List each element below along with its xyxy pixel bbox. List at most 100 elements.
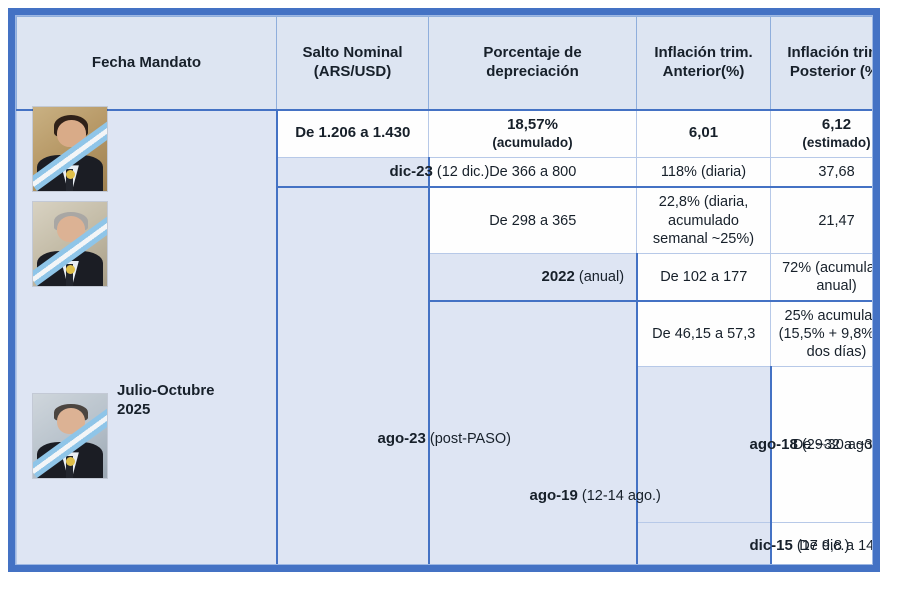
- table-outer-frame: Fecha Mandato Salto Nominal (ARS/USD) Po…: [8, 8, 880, 572]
- porcentaje-depreciacion-cell-value: 118% (diaria): [660, 163, 747, 180]
- portrait-tie: [66, 264, 73, 286]
- fecha-secondary: (post-PASO): [425, 431, 511, 448]
- inflacion-anterior-cell-value: 37,68: [818, 163, 855, 180]
- portrait-sun: [65, 169, 75, 179]
- fecha-label: ago-23 (post-PASO): [278, 430, 518, 449]
- fecha-secondary: (anual): [574, 268, 625, 285]
- column-header-inflacion-posterior: Inflación trim. Posterior (%): [770, 16, 872, 111]
- header-row: Fecha Mandato Salto Nominal (ARS/USD) Po…: [16, 16, 872, 111]
- person-row-wrap: ago-23 (post-PASO): [278, 188, 512, 564]
- table-row: Julio-Octubre 2025 De 1.206 a 1.430 18,57%(…: [16, 108, 872, 564]
- porcentaje-depreciacion-cell-value: 72% (acumulado anual): [782, 259, 872, 294]
- porcentaje-depreciacion-cell-note: (acumulado): [492, 134, 573, 150]
- fecha-mandato-cell: dic-23 (12 dic.): [276, 156, 490, 189]
- fecha-mandato-cell: ago-23 (post-PASO): [276, 186, 512, 564]
- fecha-label: 2022 (anual): [442, 268, 629, 287]
- salto-nominal-cell-value: De 1.206 a 1.430: [295, 124, 411, 142]
- fecha-primary: ago-23: [377, 430, 426, 448]
- fecha-line: dic-23 (12 dic.): [389, 162, 490, 180]
- fecha-label: Julio-Octubre 2025: [17, 382, 276, 420]
- portrait-sun: [65, 456, 75, 466]
- fecha-label: ago-18 (29-30 ago.): [650, 436, 873, 455]
- person-photo-slot: [30, 301, 110, 564]
- header-line-1: Salto Nominal: [302, 44, 403, 62]
- fecha-primary: ago-18: [749, 435, 798, 453]
- inflacion-anterior-cell: 6,01: [636, 108, 771, 158]
- table-row: dic-15 (17 dic.)De 9,8 a 1440,4% (diaria…: [17, 522, 873, 564]
- salto-nominal-cell: De ~32 a ~38: [770, 366, 872, 524]
- salto-nominal-cell-value: De 298 a 365: [489, 212, 577, 229]
- fecha-label: ago-19 (12-14 ago.): [430, 487, 667, 506]
- table-inner-frame: Fecha Mandato Salto Nominal (ARS/USD) Po…: [15, 15, 873, 565]
- inflacion-anterior-cell: 21,47: [770, 186, 872, 254]
- portrait-sun: [65, 265, 75, 274]
- porcentaje-depreciacion-cell: 22,8% (diaria, acumulado semanal ~25%): [636, 186, 771, 254]
- column-header-salto-nominal: Salto Nominal (ARS/USD): [276, 16, 429, 111]
- fecha-primary: 2022: [541, 267, 575, 285]
- header-line-2: Posterior (%): [789, 63, 872, 80]
- table-row: ago-19 (12-14 ago.) De 46,15 a 57,3 25% ac…: [17, 299, 873, 564]
- fecha-mandato-cell: dic-15 (17 dic.): [636, 522, 850, 564]
- inflacion-posterior-cell-note: (estimado): [802, 134, 871, 150]
- porcentaje-depreciacion-cell: 18,57% (acumulado): [428, 108, 637, 158]
- portrait-macri-photo: [32, 392, 108, 479]
- person-photo-slot: [30, 187, 110, 301]
- person-photo-slot: [30, 105, 110, 192]
- column-header-fecha: Fecha Mandato: [16, 16, 277, 111]
- person-row-wrap: Julio-Octubre 2025: [17, 111, 276, 564]
- header-line-1: Inflación trim.: [654, 44, 753, 62]
- fecha-primary: Julio-Octubre: [117, 382, 215, 400]
- salto-nominal-cell: De 366 a 800: [428, 156, 637, 189]
- table-row: dic-23 (12 dic.) De 366 a 800 118% (diaria…: [17, 156, 872, 189]
- column-header-porcentaje-depreciacion: Porcentaje de depreciación: [428, 16, 637, 111]
- header-line-1: Porcentaje de: [483, 44, 582, 62]
- salto-nominal-cell-value: De 9,8 a 14: [799, 538, 873, 555]
- table-row: ago-23 (post-PASO) De 298 a 365 22,8% (dia…: [17, 186, 872, 564]
- portrait-milei-photo: [32, 105, 108, 192]
- salto-nominal-cell: De 9,8 a 14: [770, 522, 873, 564]
- porcentaje-depreciacion-cell-value: 22,8% (diaria, acumulado semanal ~25%): [652, 194, 755, 247]
- fecha-mandato-cell: ago-18 (29-30 ago.): [636, 366, 873, 524]
- inflacion-anterior-cell: 37,68: [770, 156, 872, 189]
- inflacion-anterior-cell-value: 21,47: [818, 212, 855, 229]
- fecha-label: dic-23 (12 dic.): [290, 163, 490, 182]
- porcentaje-depreciacion-cell-value: 25% acumulado (15,5% + 9,8% en dos días): [778, 308, 873, 361]
- fecha-primary: dic-23: [389, 162, 433, 180]
- portrait-alberto-fernandez-photo: [32, 201, 108, 287]
- salto-nominal-cell: De 102 a 177: [636, 252, 771, 302]
- header-line-2: depreciación: [486, 63, 579, 80]
- portrait-tie: [66, 168, 73, 191]
- fecha-line: ago-23 (post-PASO): [377, 430, 512, 448]
- fecha-mandato-cell: 2022 (anual): [428, 252, 638, 302]
- table-row: 2022 (anual) De 102 a 177 72% (acumulado a…: [17, 252, 872, 302]
- fecha-label: dic-15 (17 dic.): [650, 537, 850, 556]
- table-header: Fecha Mandato Salto Nominal (ARS/USD) Po…: [16, 16, 872, 111]
- porcentaje-depreciacion-cell: 72% (acumulado anual): [770, 252, 872, 302]
- fecha-mandato-cell: ago-19 (12-14 ago.): [428, 299, 661, 564]
- portrait-tie: [66, 455, 73, 478]
- table-body: Julio-Octubre 2025 De 1.206 a 1.430 18,57%(…: [16, 108, 873, 564]
- fecha-primary-line2: 2025: [117, 400, 151, 418]
- porcentaje-depreciacion-cell-value: 18,57%: [507, 116, 558, 133]
- salto-nominal-cell-value: De 366 a 800: [489, 163, 577, 180]
- fecha-line: 2022 (anual): [541, 267, 625, 285]
- porcentaje-depreciacion-cell: 25% acumulado (15,5% + 9,8% en dos días): [770, 300, 873, 368]
- devaluation-table: Fecha Mandato Salto Nominal (ARS/USD) Po…: [16, 16, 873, 564]
- salto-nominal-cell-value: De 102 a 177: [660, 268, 748, 285]
- salto-nominal-cell: De 1.206 a 1.430: [276, 108, 429, 158]
- inflacion-anterior-cell-value: 6,01: [688, 124, 719, 142]
- person-row-wrap: ago-19 (12-14 ago.): [430, 302, 661, 564]
- fecha-primary: dic-15: [749, 537, 793, 555]
- fecha-primary: ago-19: [529, 487, 578, 505]
- fecha-line: ago-19 (12-14 ago.): [529, 487, 661, 505]
- fecha-secondary: (12-14 ago.): [577, 488, 661, 505]
- fecha-secondary: (12 dic.): [432, 163, 490, 180]
- salto-nominal-cell: De 298 a 365: [428, 186, 637, 254]
- header-line-2: Anterior(%): [662, 63, 745, 80]
- salto-nominal-cell: De 46,15 a 57,3: [636, 300, 771, 368]
- inflacion-posterior-cell-value: 6,12: [821, 116, 852, 133]
- fecha-line: Julio-Octubre: [117, 382, 215, 400]
- salto-nominal-cell-value: De 46,15 a 57,3: [652, 326, 756, 343]
- column-header-inflacion-anterior: Inflación trim. Anterior(%): [636, 16, 771, 111]
